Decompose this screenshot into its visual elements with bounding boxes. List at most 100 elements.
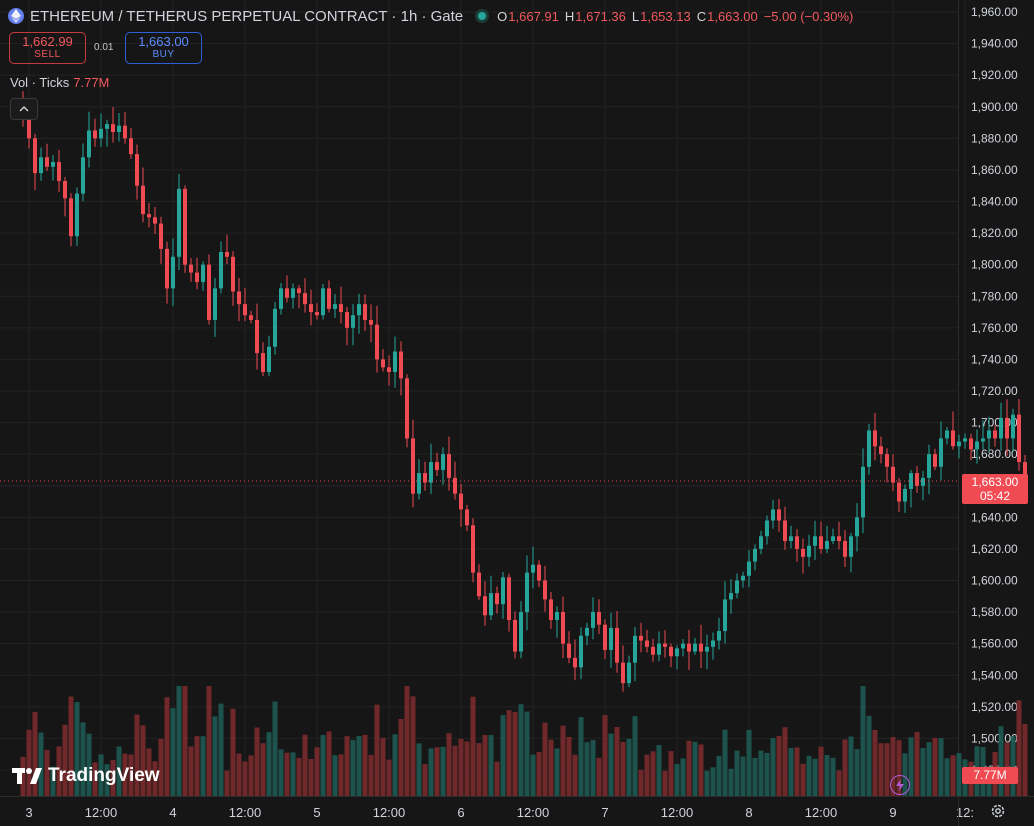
candle-body bbox=[171, 256, 175, 289]
volume-bar bbox=[50, 766, 56, 796]
candle-body bbox=[645, 640, 649, 647]
tradingview-logo-icon bbox=[12, 768, 42, 784]
volume-bar bbox=[764, 752, 770, 796]
candle-body bbox=[969, 438, 973, 450]
symbol-title[interactable]: ETHEREUM / TETHERUS PERPETUAL CONTRACT ·… bbox=[30, 7, 464, 25]
volume-bar bbox=[440, 746, 446, 796]
volume-bar bbox=[902, 753, 908, 796]
volume-bar bbox=[512, 712, 518, 796]
tradingview-logo[interactable]: TradingView bbox=[12, 765, 160, 787]
candle-body bbox=[693, 643, 697, 652]
y-axis-tick-label: 1,720.00 bbox=[971, 384, 1018, 398]
lightning-icon[interactable] bbox=[890, 775, 910, 795]
chevron-up-icon bbox=[19, 106, 29, 112]
volume-bar bbox=[410, 696, 416, 796]
buy-price: 1,663.00 bbox=[138, 34, 189, 49]
candle-body bbox=[909, 473, 913, 489]
x-axis-tick-label: 12:00 bbox=[805, 805, 838, 820]
volume-bar bbox=[734, 750, 740, 796]
collapse-legend-button[interactable] bbox=[10, 98, 38, 120]
candle-body bbox=[1011, 414, 1015, 439]
candle-body bbox=[129, 138, 133, 155]
buy-button[interactable]: 1,663.00 BUY bbox=[125, 32, 202, 64]
candle-body bbox=[87, 130, 91, 158]
candle-body bbox=[771, 509, 775, 521]
candle-body bbox=[819, 536, 823, 549]
candle-body bbox=[843, 541, 847, 557]
volume-legend[interactable]: Vol · Ticks 7.77M bbox=[10, 75, 109, 90]
candle-body bbox=[723, 599, 727, 632]
candle-body bbox=[759, 536, 763, 549]
volume-bar bbox=[206, 686, 212, 796]
candle-body bbox=[921, 477, 925, 486]
volume-bar bbox=[362, 734, 368, 796]
volume-bar bbox=[824, 755, 830, 796]
candle-body bbox=[339, 304, 343, 313]
x-axis-tick-label: 12:00 bbox=[373, 805, 406, 820]
volume-bar bbox=[896, 740, 902, 796]
volume-bar bbox=[314, 747, 320, 796]
volume-bar bbox=[218, 703, 224, 796]
candle-body bbox=[39, 157, 43, 174]
candle-body bbox=[513, 619, 517, 652]
candle-body bbox=[249, 315, 253, 320]
candle-body bbox=[381, 359, 385, 368]
ohlc-change: −5.00 (−0.30%) bbox=[763, 8, 854, 24]
volume-bar bbox=[620, 741, 626, 796]
candle-body bbox=[933, 454, 937, 467]
candle-body bbox=[165, 248, 169, 289]
candle-body bbox=[597, 612, 601, 625]
sell-button[interactable]: 1,662.99 SELL bbox=[9, 32, 86, 64]
candle-body bbox=[507, 577, 511, 620]
gear-icon[interactable] bbox=[990, 803, 1006, 819]
candle-body bbox=[891, 466, 895, 483]
volume-bar bbox=[308, 758, 314, 796]
candle-body bbox=[447, 454, 451, 478]
candle-body bbox=[27, 114, 31, 139]
live-status-icon bbox=[475, 9, 490, 23]
candle-body bbox=[243, 304, 247, 316]
volume-bar bbox=[152, 761, 158, 796]
candle-body bbox=[531, 564, 535, 573]
volume-bar bbox=[374, 704, 380, 796]
candle-body bbox=[687, 643, 691, 652]
volume-bar bbox=[566, 736, 572, 796]
candle-body bbox=[1017, 414, 1021, 463]
volume-bar bbox=[80, 722, 86, 796]
ohlc-open-value: 1,667.91 bbox=[508, 8, 559, 24]
volume-bar bbox=[800, 763, 806, 796]
volume-bar bbox=[752, 757, 758, 796]
volume-bar bbox=[116, 746, 122, 796]
volume-bar bbox=[722, 729, 728, 796]
ohlc-open-label: O bbox=[497, 8, 508, 24]
volume-bar bbox=[242, 761, 248, 796]
candle-body bbox=[699, 643, 703, 652]
volume-bar bbox=[182, 686, 188, 796]
candle-body bbox=[429, 462, 433, 483]
candle-body bbox=[813, 536, 817, 546]
candle-body bbox=[837, 536, 841, 542]
y-axis-tick-label: 1,800.00 bbox=[971, 258, 1018, 272]
volume-bar bbox=[212, 716, 218, 796]
volume-bar bbox=[68, 696, 74, 796]
candle-body bbox=[681, 643, 685, 649]
candle-body bbox=[585, 627, 589, 636]
candle-body bbox=[987, 430, 991, 439]
candle-body bbox=[951, 430, 955, 447]
candle-body bbox=[45, 157, 49, 167]
volume-bar bbox=[188, 746, 194, 796]
candle-body bbox=[297, 288, 301, 294]
candle-body bbox=[357, 304, 361, 316]
volume-bar bbox=[488, 735, 494, 796]
x-axis-tick-label: 12:00 bbox=[85, 805, 118, 820]
candle-body bbox=[549, 599, 553, 620]
candle-body bbox=[789, 536, 793, 542]
volume-bar bbox=[638, 769, 644, 796]
volume-bar bbox=[686, 740, 692, 796]
volume-bar bbox=[320, 735, 326, 796]
y-axis-tick-label: 1,680.00 bbox=[971, 447, 1018, 461]
candle-body bbox=[831, 536, 835, 542]
x-axis-tick-label: 7 bbox=[601, 805, 608, 820]
volume-bar bbox=[884, 743, 890, 796]
